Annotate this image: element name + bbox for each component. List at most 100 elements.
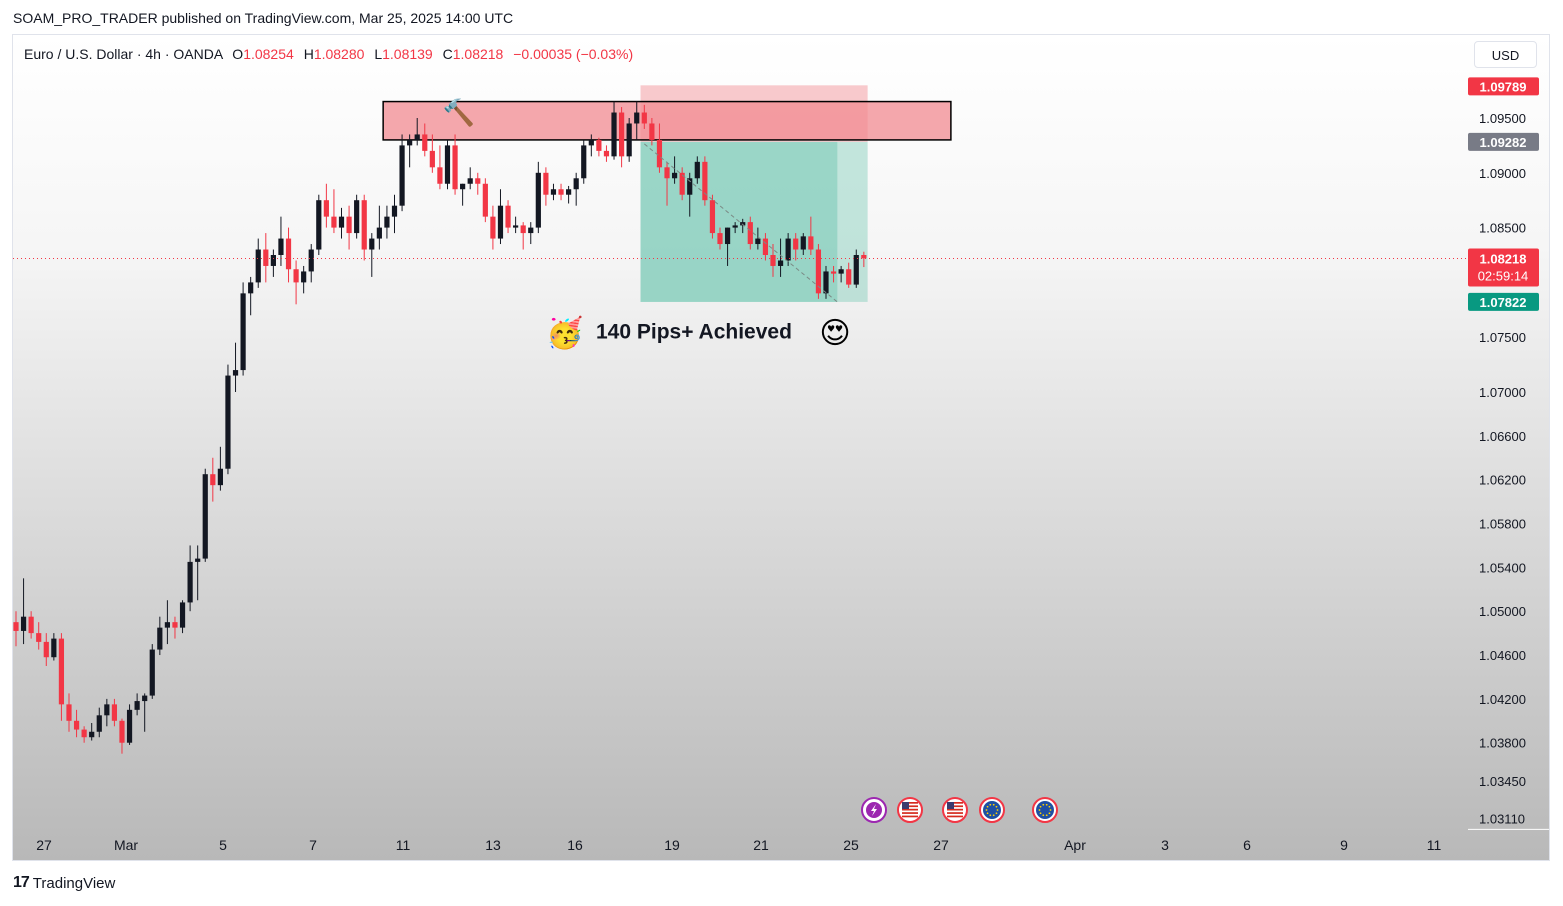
price-tick: 1.05400	[1479, 560, 1526, 575]
time-tick: 25	[843, 837, 859, 853]
price-tick: 1.03110	[1479, 811, 1525, 826]
eu-star	[986, 812, 989, 815]
candle-body	[566, 189, 572, 195]
candle-body	[777, 260, 784, 266]
candle-body	[429, 150, 435, 168]
candle	[232, 342, 239, 392]
candle	[429, 134, 435, 173]
hammer-icon: 🔨	[443, 97, 475, 127]
candle	[263, 233, 269, 283]
candle-body	[762, 238, 769, 255]
target-price-label: 1.07822	[1480, 295, 1527, 310]
drawing-layer[interactable]	[382, 85, 952, 302]
candle	[179, 600, 186, 634]
candle-body	[338, 216, 345, 228]
candle-body	[740, 222, 746, 226]
time-tick: 27	[36, 837, 52, 853]
candle	[414, 118, 420, 146]
candle-body	[81, 729, 87, 738]
candle-body	[671, 172, 678, 179]
flag-stripe	[947, 812, 963, 814]
candle	[293, 260, 299, 305]
price-tick: 1.06200	[1479, 473, 1526, 488]
candle-body	[13, 622, 19, 631]
candle	[187, 545, 193, 612]
candle	[308, 244, 314, 283]
chart-canvas[interactable]: 🔨 🥳 140 Pips+ Achieved 😍 1.09500 1.09000 1.08…	[13, 35, 1549, 860]
candle-body	[528, 227, 534, 234]
eu-flag-icon[interactable]	[1032, 797, 1058, 823]
price-tick: 1.09500	[1479, 111, 1526, 126]
eu-star	[1048, 812, 1051, 815]
eu-star	[1045, 814, 1048, 817]
candle-body	[611, 112, 617, 157]
eu-star	[1045, 803, 1048, 806]
candle-body	[619, 112, 625, 157]
candle	[338, 207, 345, 239]
eu-flag-field	[983, 801, 1001, 819]
candle-body	[308, 249, 314, 272]
flag-stripe	[902, 808, 918, 811]
time-tick: 9	[1340, 837, 1348, 853]
candle	[573, 172, 579, 206]
candle	[248, 276, 254, 316]
time-tick: 11	[396, 837, 411, 853]
candle	[566, 185, 572, 204]
flag-stripe	[947, 802, 963, 804]
candle-body	[399, 145, 405, 206]
candle	[846, 262, 852, 288]
axis-layer: 1.09500 1.09000 1.08500 1.07500 1.07000 1.066…	[36, 77, 1549, 853]
candle	[724, 227, 731, 266]
eu-star	[995, 812, 998, 815]
candle-body	[210, 474, 216, 486]
price-tick: 1.03800	[1479, 736, 1526, 751]
candle	[361, 194, 367, 261]
candle-body	[331, 216, 337, 228]
flag-stripe	[947, 815, 963, 818]
time-tick: Mar	[114, 837, 138, 853]
candle	[301, 265, 307, 294]
candle	[770, 244, 776, 277]
tradingview-logo[interactable]: 17 TradingView	[13, 874, 115, 892]
tv-logo-icon: 17	[13, 874, 30, 891]
candle-body	[119, 720, 125, 743]
candle	[73, 709, 80, 738]
eu-star	[1038, 809, 1041, 811]
flash-event-icon[interactable]	[861, 797, 887, 823]
candle	[619, 107, 625, 168]
candle	[702, 156, 708, 206]
chart-area[interactable]: 🔨 🥳 140 Pips+ Achieved 😍 1.09500 1.09000 1.08…	[12, 34, 1550, 861]
candle	[270, 249, 276, 277]
candle-body	[830, 271, 837, 274]
candle-body	[717, 233, 723, 245]
eu-star	[989, 803, 992, 806]
candle-body	[255, 249, 261, 283]
candle	[384, 205, 390, 239]
flag-stripe	[947, 805, 963, 808]
candle	[747, 216, 753, 250]
candle	[460, 183, 466, 206]
candle	[649, 118, 655, 146]
candle-body	[634, 112, 640, 124]
candle-body	[452, 145, 458, 190]
candle	[58, 633, 65, 721]
us-flag-icon[interactable]	[942, 797, 968, 823]
candle-body	[96, 715, 102, 732]
currency-selector[interactable]: USD	[1474, 41, 1537, 68]
candle-body	[558, 189, 564, 195]
current-price-label: 1.08218	[1480, 252, 1527, 267]
eu-star	[985, 809, 988, 811]
candle	[520, 222, 526, 250]
eu-flag-icon[interactable]	[979, 797, 1005, 823]
candle	[369, 233, 375, 277]
candle	[354, 194, 360, 239]
candle	[104, 698, 110, 727]
candle	[732, 222, 738, 234]
candle	[528, 222, 534, 245]
symbol-title[interactable]: Euro / U.S. Dollar · 4h · OANDA	[24, 46, 223, 62]
price-tick: 1.07000	[1479, 385, 1526, 400]
candle-body	[641, 112, 647, 124]
candle	[81, 726, 87, 743]
us-flag-icon[interactable]	[897, 797, 923, 823]
candle	[482, 178, 488, 223]
